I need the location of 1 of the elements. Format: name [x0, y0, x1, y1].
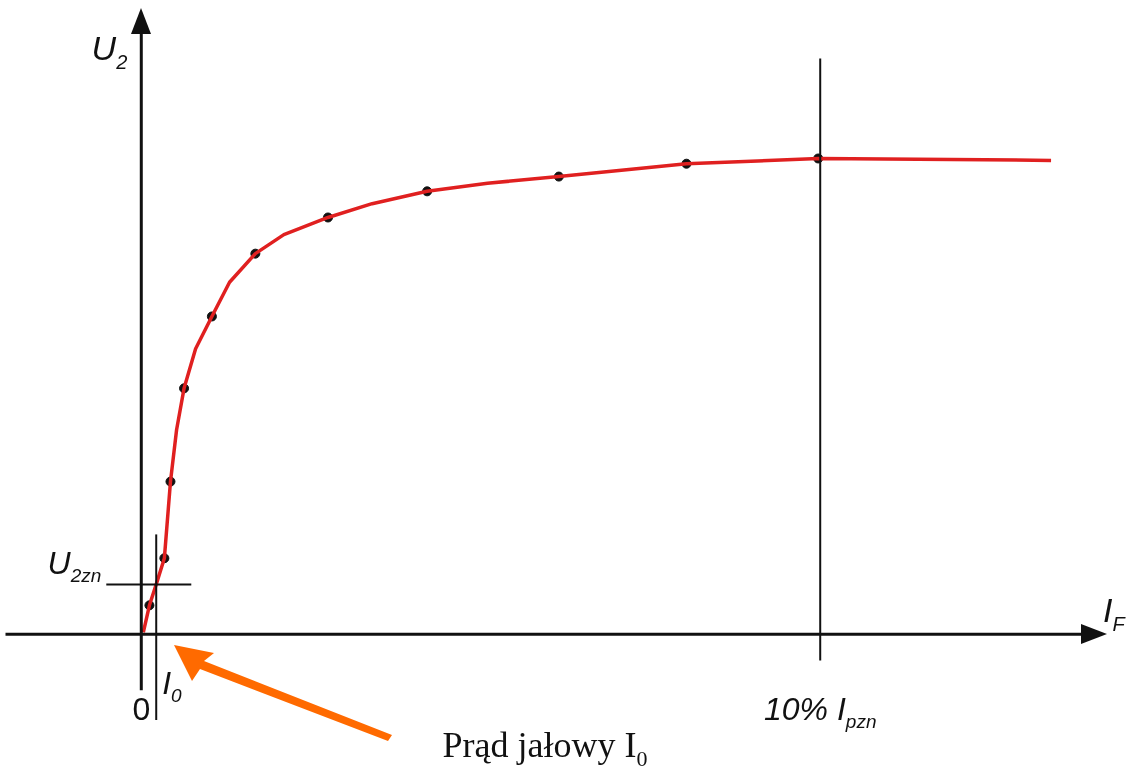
x-tick-label: 0 — [132, 691, 151, 728]
